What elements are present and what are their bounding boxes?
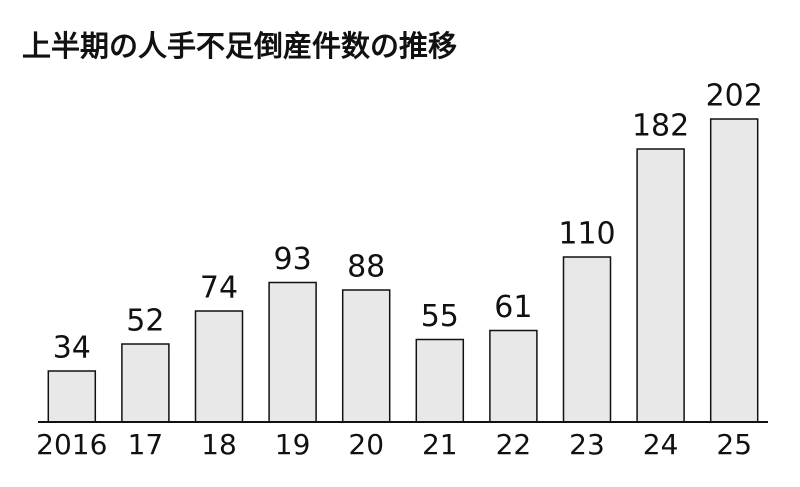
data-label: 34	[53, 331, 91, 366]
x-tick-label: 24	[643, 428, 679, 461]
data-label: 88	[347, 250, 385, 285]
x-tick-label: 22	[496, 428, 532, 461]
chart-title: 上半期の人手不足倒産件数の推移	[22, 29, 457, 63]
x-tick-label: 2016	[36, 428, 107, 461]
bar	[47, 370, 97, 423]
data-label: 110	[558, 217, 615, 252]
x-tick-label: 17	[128, 428, 164, 461]
x-tick-label: 19	[275, 428, 311, 461]
bar	[562, 256, 612, 423]
bar	[709, 118, 759, 423]
data-label: 61	[494, 290, 532, 325]
data-label: 55	[421, 299, 459, 334]
data-label: 74	[200, 271, 238, 306]
bar	[121, 343, 170, 423]
x-tick-label: 25	[716, 428, 752, 461]
x-tick-label: 18	[201, 428, 237, 461]
bar	[194, 310, 244, 423]
x-tick-label: 20	[348, 428, 384, 461]
data-label: 52	[126, 304, 164, 339]
data-label: 202	[706, 79, 763, 114]
x-tick-label: 21	[422, 428, 458, 461]
x-tick-label: 23	[569, 428, 605, 461]
bar	[636, 148, 685, 423]
bar	[415, 338, 465, 423]
bar	[341, 289, 391, 423]
bar	[489, 329, 538, 423]
data-label: 182	[632, 109, 689, 144]
bar	[268, 281, 317, 423]
data-label: 93	[274, 242, 312, 277]
